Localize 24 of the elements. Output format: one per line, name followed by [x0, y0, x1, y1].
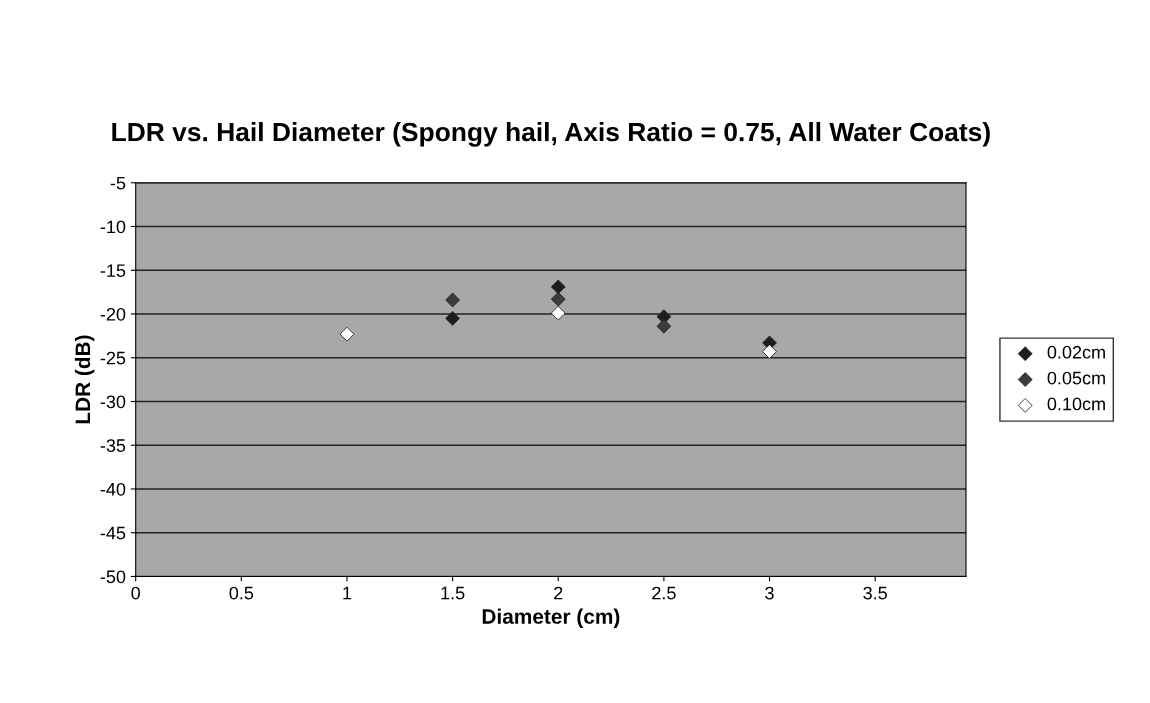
y-tick-label: -40 [100, 482, 126, 496]
y-tick-label: -30 [100, 395, 126, 409]
y-tick-label: -5 [110, 176, 126, 190]
y-tick-label: -10 [100, 220, 126, 234]
legend-label: 0.02cm [1047, 345, 1105, 359]
y-tick-label: -35 [100, 439, 126, 452]
x-tick-label: 3.5 [863, 586, 887, 600]
x-tick-label: 1 [343, 586, 352, 600]
y-tick-label: -15 [100, 264, 126, 277]
chart-title: LDR vs. Hail Diameter (Spongy hail, Axis Ratio = 0.75, All Water Coats) [112, 121, 990, 147]
x-tick-label: 0.5 [229, 586, 254, 600]
x-tick-label: 0 [131, 586, 141, 600]
y-tick-label: -50 [100, 570, 126, 584]
legend-label: 0.05cm [1047, 371, 1105, 385]
x-tick-label: 2 [554, 586, 563, 600]
x-tick-label: 3 [765, 586, 774, 600]
legend-label: 0.10cm [1047, 397, 1105, 411]
x-tick-label: 1.5 [441, 586, 465, 600]
y-tick-label: -45 [100, 526, 126, 540]
y-tick-label: -25 [100, 351, 126, 365]
y-tick-label: -20 [100, 307, 126, 321]
y-axis-title: LDR (dB) [74, 335, 95, 424]
x-axis-title: Diameter (cm) [482, 608, 620, 628]
x-tick-label: 2.5 [652, 586, 676, 600]
